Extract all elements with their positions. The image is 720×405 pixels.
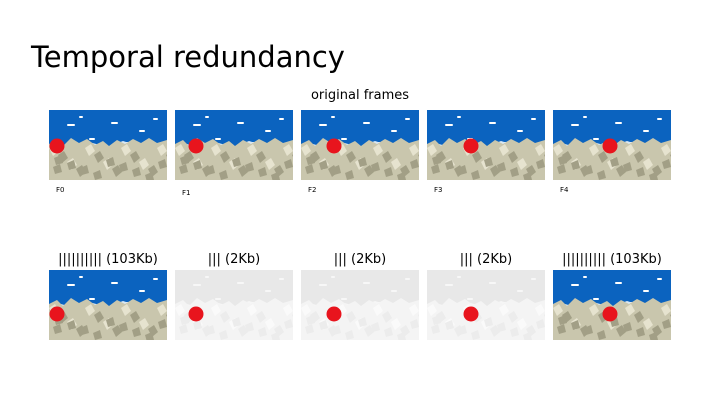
ball [49,138,65,154]
ball [326,138,342,154]
size-label-0: |||||||||| (103Kb) [58,252,158,267]
ball [602,138,618,154]
size-label-3: ||| (2Kb) [459,252,513,267]
original-frame-2 [301,110,419,180]
original-frame-4 [553,110,671,180]
ball [49,306,65,322]
encoded-frame-2 [301,270,419,340]
original-frame-3 [427,110,545,180]
encoded-frame-3 [427,270,545,340]
ball [463,138,479,154]
ball [463,306,479,322]
ball [326,306,342,322]
ball [602,306,618,322]
original-frames-caption: original frames [310,88,410,103]
ball [188,138,204,154]
size-label-2: ||| (2Kb) [333,252,387,267]
frame-label-f2: F2 [308,186,317,194]
ball [188,306,204,322]
frame-label-f1: F1 [182,189,191,197]
original-frame-0 [49,110,167,180]
size-label-4: |||||||||| (103Kb) [562,252,662,267]
size-label-1: ||| (2Kb) [207,252,261,267]
frame-label-f0: F0 [56,186,65,194]
frame-label-f3: F3 [434,186,443,194]
frame-label-f4: F4 [560,186,569,194]
encoded-frame-1 [175,270,293,340]
original-frame-1 [175,110,293,180]
encoded-frame-0 [49,270,167,340]
encoded-frame-4 [553,270,671,340]
slide-title: Temporal redundancy [31,40,345,74]
